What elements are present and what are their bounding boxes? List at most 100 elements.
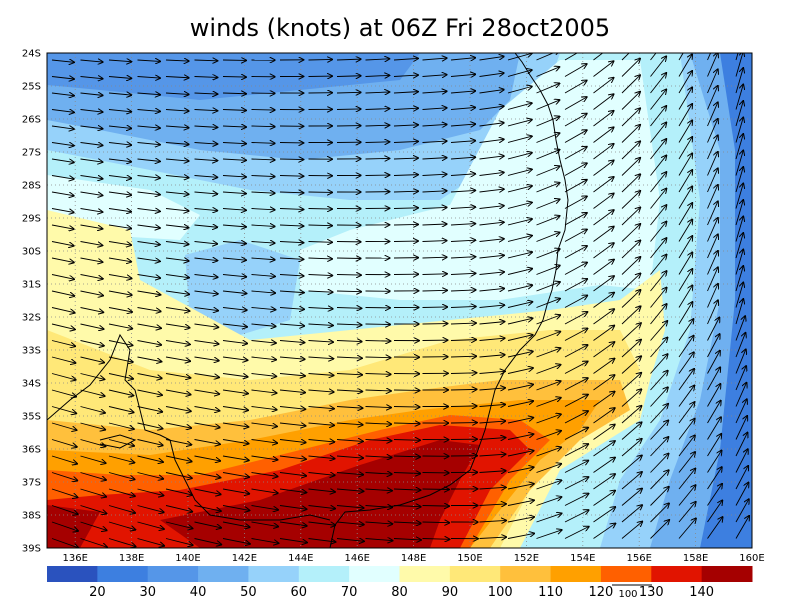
wind-arrow bbox=[165, 110, 189, 112]
wind-arrow bbox=[707, 467, 722, 490]
wind-arrow bbox=[650, 222, 667, 242]
wind-arrow bbox=[650, 404, 669, 424]
wind-arrow bbox=[536, 431, 561, 440]
wind-arrow bbox=[507, 302, 532, 308]
wind-arrow bbox=[165, 275, 189, 278]
wind-arrow bbox=[507, 368, 533, 374]
wind-arrow bbox=[507, 252, 532, 259]
wind-arrow bbox=[194, 209, 218, 211]
wind-arrow bbox=[707, 135, 718, 160]
wind-arrow bbox=[365, 125, 390, 126]
wind-arrow bbox=[650, 487, 669, 506]
wind-arrow bbox=[536, 216, 560, 226]
wind-arrow bbox=[137, 126, 160, 128]
wind-arrow bbox=[450, 91, 475, 93]
wind-arrow bbox=[137, 242, 160, 245]
wind-arrow bbox=[222, 373, 248, 377]
wind-arrow bbox=[593, 458, 615, 473]
wind-arrow bbox=[80, 110, 103, 113]
wind-arrow bbox=[108, 159, 131, 162]
wind-arrow bbox=[365, 109, 390, 110]
wind-arrow bbox=[650, 56, 667, 77]
wind-arrow bbox=[536, 381, 561, 391]
wind-arrow bbox=[735, 449, 748, 473]
coastline bbox=[47, 53, 569, 548]
wind-arrow bbox=[536, 83, 560, 94]
wind-arrow bbox=[450, 257, 475, 258]
wind-arrow bbox=[80, 191, 103, 195]
wind-arrow bbox=[222, 110, 246, 111]
wind-arrow bbox=[279, 242, 303, 243]
wind-arrow bbox=[80, 340, 104, 346]
wind-arrow bbox=[279, 423, 305, 426]
wind-arrow bbox=[735, 53, 739, 61]
wind-arrow bbox=[621, 439, 642, 457]
wind-arrow bbox=[678, 53, 684, 61]
colorbar-label: 40 bbox=[190, 585, 207, 600]
wind-arrow bbox=[336, 308, 361, 309]
wind-arrow bbox=[393, 539, 421, 540]
wind-arrow bbox=[80, 241, 103, 246]
wind-arrow bbox=[336, 275, 361, 276]
wind-arrow bbox=[707, 318, 720, 341]
wind-arrow bbox=[108, 60, 131, 62]
wind-arrow bbox=[51, 439, 77, 447]
wind-arrow bbox=[536, 266, 560, 275]
wind-arrow bbox=[678, 269, 692, 292]
wind-arrow bbox=[251, 192, 275, 193]
wind-arrow bbox=[422, 207, 447, 208]
wind-arrow bbox=[536, 183, 560, 193]
wind-arrow bbox=[336, 357, 362, 358]
wind-arrow bbox=[564, 362, 588, 374]
wind-arrow bbox=[650, 205, 667, 226]
wind-arrow bbox=[678, 170, 692, 193]
lon-label: 152E bbox=[514, 553, 539, 564]
wind-arrow bbox=[707, 168, 718, 193]
wind-arrow bbox=[165, 323, 190, 328]
wind-arrow bbox=[536, 365, 561, 374]
wind-arrow bbox=[593, 260, 614, 275]
wind-arrow bbox=[593, 61, 614, 77]
wind-arrow bbox=[137, 340, 162, 345]
wind-arrow bbox=[479, 537, 507, 538]
wind-arrow bbox=[80, 521, 107, 530]
wind-arrow bbox=[137, 356, 162, 362]
wind-arrow bbox=[593, 78, 614, 94]
wind-arrow bbox=[536, 315, 561, 325]
wind-arrow bbox=[336, 390, 362, 391]
wind-arrow bbox=[678, 419, 695, 440]
wind-arrow bbox=[507, 385, 533, 391]
wind-arrow bbox=[393, 440, 420, 441]
wind-arrow bbox=[137, 323, 161, 328]
wind-arrow bbox=[222, 505, 249, 511]
wind-arrow bbox=[251, 159, 275, 160]
wind-arrow bbox=[108, 538, 135, 547]
wind-arrow bbox=[251, 406, 277, 410]
wind-arrow bbox=[650, 123, 667, 143]
wind-arrow bbox=[678, 319, 693, 341]
wind-arrow bbox=[735, 499, 749, 523]
wind-arrow bbox=[194, 488, 221, 494]
wind-arrow bbox=[137, 290, 161, 295]
wind-arrow bbox=[51, 472, 77, 481]
wind-arrow bbox=[536, 199, 560, 209]
wind-arrow bbox=[51, 290, 74, 296]
wind-arrow bbox=[51, 257, 74, 262]
wind-arrow bbox=[564, 395, 588, 407]
wind-arrow bbox=[422, 91, 447, 93]
wind-arrow bbox=[365, 142, 390, 143]
wind-arrow bbox=[251, 242, 275, 244]
wind-arrow bbox=[564, 180, 587, 193]
wind-arrow bbox=[479, 90, 504, 94]
lon-label: 158E bbox=[683, 553, 708, 564]
wind-arrow bbox=[194, 521, 222, 528]
wind-arrow bbox=[308, 440, 335, 442]
wind-arrow bbox=[422, 274, 447, 275]
wind-arrow bbox=[80, 176, 103, 179]
wind-arrow bbox=[536, 133, 560, 143]
wind-arrow bbox=[735, 200, 743, 226]
wind-arrow bbox=[735, 316, 745, 341]
wind-arrow bbox=[422, 191, 447, 192]
wind-arrow bbox=[251, 324, 276, 326]
wind-arrow bbox=[165, 143, 189, 145]
